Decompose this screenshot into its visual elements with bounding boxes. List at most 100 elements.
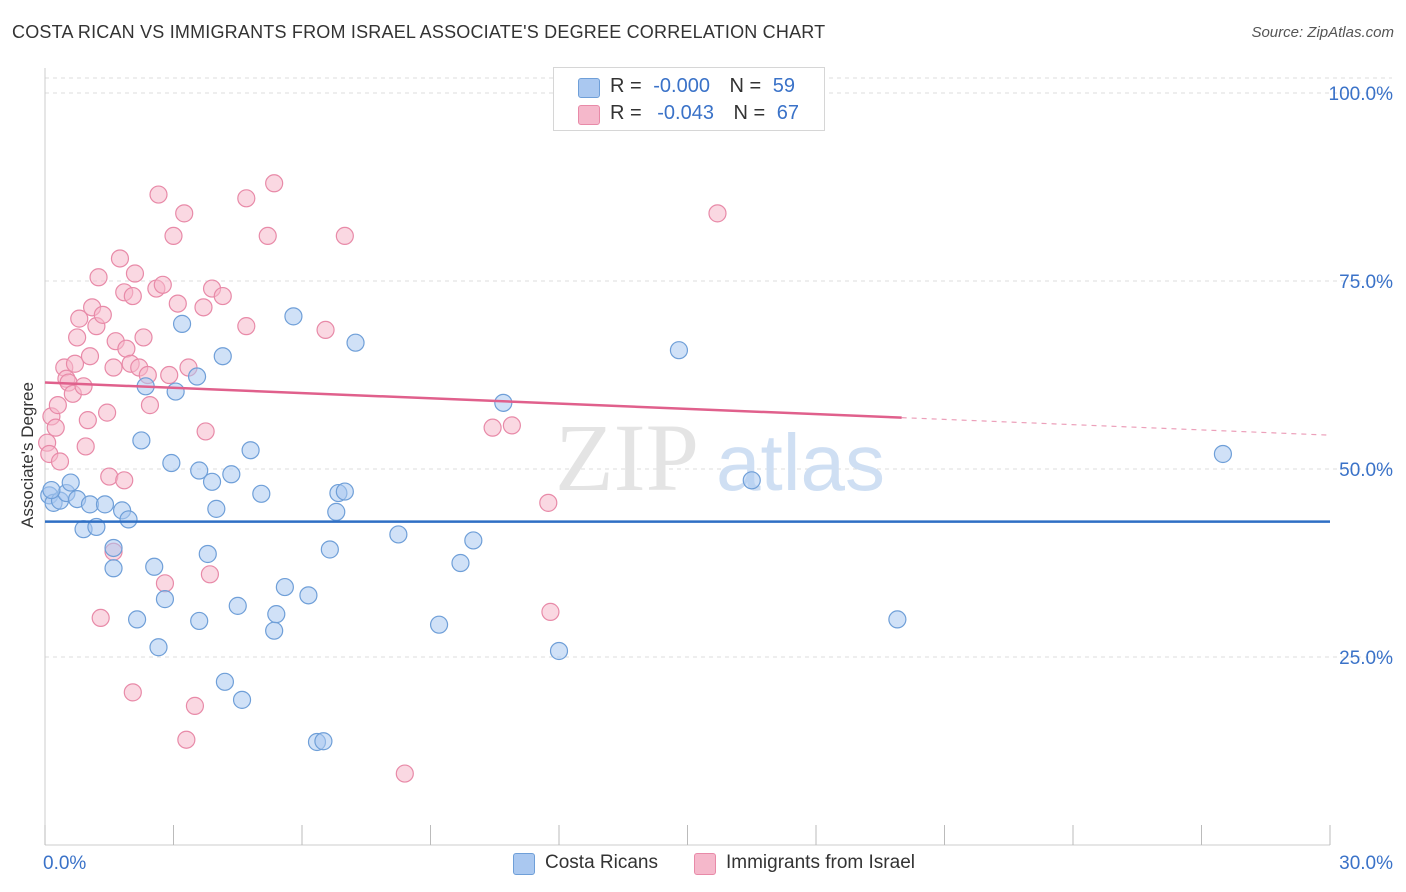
israel-immigrant-point: [117, 339, 136, 358]
costa-rican-point: [222, 465, 241, 484]
costa-rican-point: [172, 314, 192, 333]
israel-immigrant-point: [115, 471, 134, 490]
costa-rican-point: [104, 538, 123, 558]
y-tick-label: 50.0%: [1339, 460, 1393, 481]
costa-rican-point: [265, 621, 284, 640]
data-points: [38, 174, 1233, 783]
israel-immigrant-point: [76, 437, 95, 456]
legend-r-value-costa-ricans: -0.000: [653, 75, 710, 97]
israel-immigrant-point: [177, 730, 196, 749]
y-tick-label: 75.0%: [1339, 272, 1393, 293]
watermark-zip: ZIP: [555, 404, 699, 511]
israel-immigrant-point: [213, 286, 232, 306]
costa-rican-point: [155, 590, 175, 609]
israel-immigrant-point: [134, 328, 153, 347]
costa-rican-point: [549, 641, 569, 661]
israel-immigrant-point: [483, 418, 502, 437]
israel-immigrant-point: [502, 416, 521, 435]
israel-immigrant-point: [708, 204, 727, 223]
israel-immigrant-point: [316, 320, 335, 340]
bottom-legend-swatch-blue: [513, 853, 535, 875]
costa-rican-point: [267, 605, 286, 624]
costa-rican-point: [132, 431, 151, 450]
watermark: ZIP atlas: [555, 404, 885, 511]
y-axis-label: Associate's Degree: [18, 382, 37, 528]
costa-rican-point: [61, 473, 80, 492]
legend-n-value-immigrants-israel: 67: [776, 102, 800, 124]
israel-immigrant-point: [200, 565, 220, 584]
legend-swatch-blue: [578, 78, 600, 98]
israel-immigrant-point: [237, 189, 256, 208]
costa-rican-point: [284, 307, 303, 326]
chart-source: Source: ZipAtlas.com: [1251, 24, 1394, 41]
costa-rican-point: [335, 482, 354, 501]
legend-swatch-pink: [578, 105, 600, 125]
israel-immigrant-point: [160, 365, 179, 385]
costa-rican-point: [314, 732, 333, 751]
costa-rican-point: [327, 502, 346, 521]
costa-rican-point: [190, 611, 209, 631]
costa-rican-point: [241, 441, 260, 460]
israel-immigrant-point: [395, 764, 414, 783]
israel-immigrant-point: [541, 602, 560, 621]
israel-immigrant-point: [46, 418, 65, 437]
bottom-legend-swatch-pink: [694, 853, 716, 875]
bottom-legend-label-costa-ricans: Costa Ricans: [545, 852, 658, 873]
israel-immigrant-point: [265, 174, 284, 193]
y-tick-label: 25.0%: [1339, 648, 1393, 669]
legend-r-value-immigrants-israel: -0.043: [657, 102, 714, 124]
costa-rican-point: [228, 596, 247, 615]
trend-line-solid-1: [44, 381, 902, 419]
israel-immigrant-point: [258, 226, 277, 246]
israel-immigrant-point: [123, 286, 142, 306]
costa-rican-point: [187, 367, 207, 386]
costa-rican-point: [320, 540, 339, 559]
costa-rican-point: [127, 610, 147, 629]
legend-r-label: R =: [610, 75, 642, 97]
costa-rican-point: [1213, 444, 1233, 464]
costa-rican-point: [149, 638, 168, 657]
israel-immigrant-point: [149, 185, 168, 204]
israel-immigrant-point: [164, 226, 183, 246]
y-tick-label: 100.0%: [1329, 84, 1394, 105]
israel-immigrant-point: [70, 309, 89, 328]
costa-rican-point: [166, 382, 185, 401]
israel-immigrant-point: [194, 298, 213, 317]
costa-rican-point: [213, 347, 232, 366]
costa-rican-point: [742, 471, 761, 490]
israel-immigrant-point: [78, 411, 97, 430]
legend-n-value-costa-ricans: 59: [772, 75, 796, 97]
legend-n-label: N =: [729, 75, 762, 97]
x-tick-label: 0.0%: [43, 853, 86, 874]
trend-line-dashed-1: [901, 417, 1331, 436]
israel-immigrant-point: [237, 317, 256, 336]
costa-rican-point: [202, 472, 222, 491]
costa-rican-point: [119, 510, 138, 529]
costa-rican-point: [95, 495, 115, 514]
israel-immigrant-point: [155, 574, 175, 593]
costa-rican-point: [346, 333, 365, 352]
chart-title: COSTA RICAN VS IMMIGRANTS FROM ISRAEL AS…: [12, 22, 826, 42]
costa-rican-point: [252, 484, 271, 503]
grid-lines: [45, 77, 1392, 658]
israel-immigrant-point: [123, 683, 142, 702]
bottom-legend-label-immigrants-israel: Immigrants from Israel: [726, 852, 915, 873]
costa-rican-point: [207, 499, 226, 518]
costa-rican-point: [232, 690, 252, 709]
costa-rican-point: [145, 557, 164, 576]
israel-immigrant-point: [100, 467, 119, 486]
israel-immigrant-point: [93, 305, 112, 324]
israel-immigrant-point: [80, 347, 100, 366]
israel-immigrant-point: [48, 396, 67, 415]
x-tick-label: 30.0%: [1339, 853, 1393, 874]
costa-rican-point: [162, 453, 181, 473]
israel-immigrant-point: [50, 452, 70, 471]
israel-immigrant-point: [335, 226, 354, 246]
costa-rican-point: [104, 559, 123, 578]
costa-rican-point: [669, 341, 689, 360]
israel-immigrant-point: [175, 204, 194, 223]
israel-immigrant-point: [539, 493, 558, 512]
israel-immigrant-point: [168, 294, 187, 313]
costa-rican-point: [389, 525, 408, 544]
axis-ticks: 25.0% 50.0% 75.0% 100.0% 0.0% 30.0%: [43, 84, 1393, 874]
